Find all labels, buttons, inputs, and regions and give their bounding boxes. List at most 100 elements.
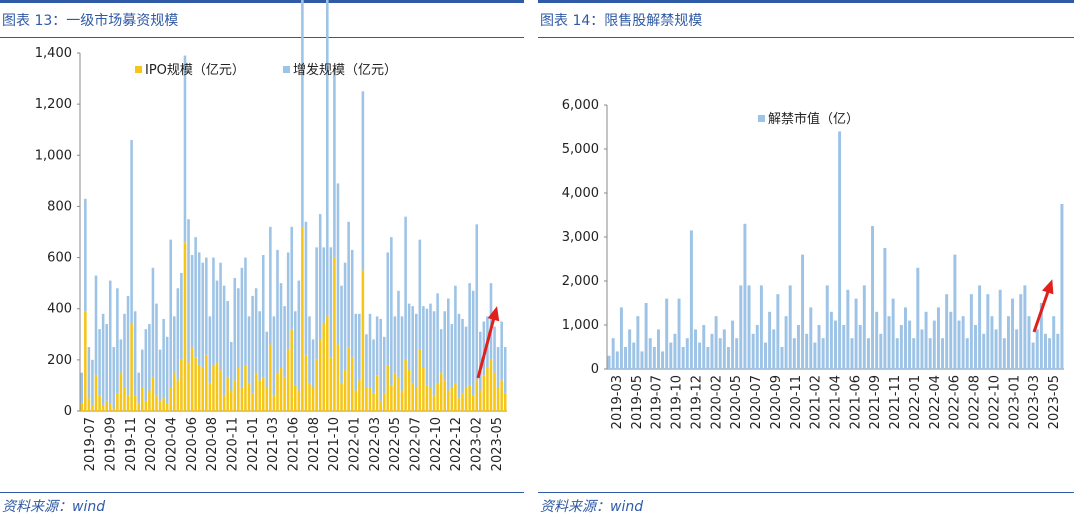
bar: [482, 321, 486, 376]
bar: [772, 329, 776, 369]
bar: [251, 295, 254, 394]
bar: [155, 303, 158, 396]
bar: [1027, 316, 1031, 369]
bar: [496, 347, 500, 388]
bar: [710, 333, 714, 369]
bar: [764, 342, 767, 369]
bar: [279, 283, 283, 368]
bar: [1031, 342, 1035, 369]
x-tick-label: 2020-09: [769, 375, 784, 429]
legend-label: 解禁市值（亿）: [768, 111, 859, 127]
bar: [318, 339, 322, 411]
bar: [333, 68, 336, 258]
bar: [866, 338, 870, 369]
bar: [644, 303, 648, 369]
x-tick-label: 2021-02: [809, 375, 824, 429]
bar: [425, 385, 429, 411]
bar: [694, 329, 697, 369]
bar: [382, 336, 386, 394]
bar: [226, 377, 229, 411]
bar: [290, 226, 293, 330]
bar: [457, 313, 461, 399]
bar: [457, 398, 461, 411]
bar: [219, 370, 222, 411]
bar: [974, 325, 977, 369]
x-tick-label: 2023-02: [470, 417, 485, 471]
bar: [418, 239, 422, 350]
bar: [677, 298, 681, 369]
bar: [475, 224, 479, 381]
panel-top-rule: [538, 0, 1074, 3]
bar: [201, 262, 205, 368]
bar: [1011, 298, 1015, 369]
bar: [805, 333, 809, 369]
bar: [879, 333, 883, 369]
bar: [329, 357, 333, 411]
bar: [101, 313, 105, 406]
bar: [261, 255, 265, 378]
bar: [461, 393, 464, 411]
x-tick-label: 2020-07: [749, 375, 764, 429]
bar: [489, 283, 493, 360]
bar: [240, 267, 244, 388]
bar: [862, 285, 866, 369]
source-divider: [0, 492, 524, 493]
bar: [493, 326, 496, 373]
bar: [379, 318, 382, 401]
x-tick-label: 2019-07: [650, 375, 665, 429]
x-tick-label: 2020-02: [709, 375, 724, 429]
bar: [105, 400, 108, 411]
x-tick-label: 2019-05: [630, 375, 645, 429]
bar: [101, 405, 105, 411]
bar: [447, 390, 450, 411]
bar: [436, 293, 439, 383]
title-divider: [0, 37, 524, 38]
bar: [226, 301, 229, 378]
bar: [624, 347, 627, 369]
bar: [308, 382, 311, 411]
y-tick-label: 6,000: [562, 98, 599, 113]
bar: [718, 338, 722, 369]
x-tick-label: 2022-03: [368, 417, 383, 471]
bar: [916, 267, 920, 369]
x-tick-label: 2021-06: [287, 417, 302, 471]
y-tick-label: 0: [591, 362, 599, 377]
bar: [698, 342, 702, 369]
bar: [796, 325, 800, 369]
bar: [443, 311, 447, 381]
bar: [912, 338, 916, 369]
x-tick-label: 2021-10: [327, 417, 342, 471]
bar: [183, 242, 187, 411]
bar: [244, 257, 247, 365]
bar: [400, 390, 404, 411]
bar: [899, 325, 903, 369]
bar: [190, 255, 194, 348]
bar: [768, 311, 772, 369]
bar: [489, 359, 493, 411]
bar: [336, 344, 340, 411]
bar: [949, 311, 953, 369]
bar: [244, 364, 247, 411]
bar: [500, 321, 503, 381]
bar: [123, 313, 126, 388]
bar: [130, 324, 133, 411]
source-note: 资料来源：wind: [540, 499, 644, 515]
bar: [685, 338, 689, 369]
bar: [397, 377, 400, 411]
x-tick-label: 2021-06: [848, 375, 863, 429]
x-tick-label: 2022-01: [908, 375, 923, 429]
bar: [1019, 294, 1023, 369]
bar: [315, 247, 318, 360]
bar: [464, 387, 468, 411]
bar: [422, 306, 425, 368]
bar: [151, 267, 155, 378]
bar: [208, 382, 212, 411]
bar: [661, 351, 665, 369]
y-tick-label: 5,000: [562, 142, 599, 157]
bar: [407, 303, 411, 371]
y-tick-label: 600: [47, 251, 72, 266]
bar: [945, 294, 949, 369]
bar: [1023, 285, 1027, 369]
bar: [702, 325, 706, 369]
bar: [425, 308, 429, 386]
